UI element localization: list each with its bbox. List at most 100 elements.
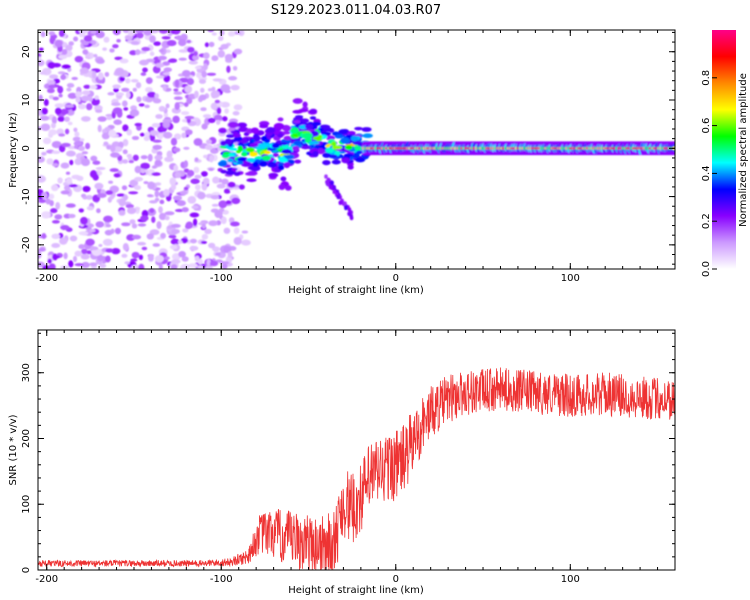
- spectrogram-cell: [47, 79, 56, 86]
- spectrogram-cell: [214, 99, 221, 104]
- spectrogram-cell: [164, 156, 174, 163]
- spectrogram-cell: [48, 84, 56, 89]
- spectrogram-cell: [316, 134, 323, 140]
- spectrogram-cell: [209, 154, 214, 163]
- spectrogram-cell: [183, 160, 189, 168]
- spectrogram-cell: [209, 260, 219, 267]
- spectrogram-cell: [154, 159, 162, 166]
- spectrogram-cell: [85, 227, 92, 231]
- spectrogram-cell: [102, 47, 107, 51]
- spectrogram-cell: [78, 30, 88, 35]
- spectrogram-cell: [197, 258, 203, 265]
- spectrogram-cell: [208, 220, 218, 227]
- spectrogram-cell: [237, 126, 249, 133]
- spectrogram-cell: [158, 206, 163, 214]
- spectrogram-cell: [211, 55, 219, 62]
- spectrogram-cell: [197, 191, 206, 200]
- spectrogram-cell: [220, 84, 231, 93]
- spectrogram-cell: [104, 71, 110, 77]
- spectrogram-cell: [201, 171, 208, 177]
- spectrogram-cell: [149, 208, 155, 214]
- spectrogram-cell: [72, 136, 81, 142]
- spectrogram-cell: [114, 56, 123, 61]
- spectrogram-cell: [236, 157, 247, 162]
- spectrogram-cell: [323, 127, 333, 132]
- spectrogram-cell: [81, 262, 90, 269]
- spectrogram-cell: [51, 219, 60, 224]
- spectrogram-cell: [103, 36, 110, 43]
- spectrogram-cell: [106, 144, 112, 150]
- spectrogram-cell: [200, 87, 205, 93]
- spectrogram-cell: [192, 218, 198, 227]
- spectrogram-cell: [73, 141, 83, 146]
- spectrogram-cell: [206, 258, 211, 267]
- spectrogram-cell: [309, 116, 317, 120]
- spectrogram-cell: [122, 138, 129, 147]
- spectrogram-cell: [194, 90, 199, 99]
- spectrogram-cell: [352, 152, 360, 159]
- spectrogram-cell: [212, 78, 223, 82]
- spectrogram-cell: [113, 119, 123, 125]
- spectrogram-cell: [118, 210, 126, 216]
- spectrogram-cell: [341, 157, 351, 164]
- spectrogram-cell: [298, 108, 309, 113]
- spectrogram-cell: [173, 96, 183, 101]
- spectrogram-cell: [51, 242, 61, 249]
- spectrogram-cell: [133, 176, 144, 182]
- spectrogram-cell: [226, 134, 235, 138]
- spectrogram-cell: [181, 207, 189, 213]
- spectrogram-cell: [178, 49, 189, 53]
- spectrogram-cell: [318, 148, 324, 154]
- spectrogram-cell: [249, 143, 259, 148]
- spectrogram-cell: [147, 91, 156, 98]
- spectrogram-cell: [144, 131, 150, 137]
- spectrogram-cell: [237, 160, 244, 165]
- spectrogram-cell: [216, 183, 226, 189]
- spectrogram-cell: [57, 71, 66, 75]
- spectrogram-cell: [184, 115, 195, 120]
- spectrogram-cell: [43, 99, 49, 106]
- spectrogram-cell: [208, 242, 216, 249]
- spectrogram-cell: [101, 132, 110, 140]
- spectrogram-cell: [58, 133, 66, 137]
- spectrogram-cell: [41, 107, 48, 115]
- spectrogram-cell: [325, 147, 334, 154]
- spectrogram-cell: [188, 263, 198, 268]
- spectrogram-cell: [49, 264, 55, 269]
- spectrogram-cell: [39, 71, 47, 75]
- spectrogram-cell: [151, 165, 157, 169]
- spectrogram-cell: [77, 103, 87, 110]
- spectrogram-cell: [82, 49, 89, 55]
- spectrogram-cell: [94, 182, 104, 190]
- spectrogram-cell: [174, 171, 182, 179]
- spectrogram-cell: [131, 234, 142, 240]
- spectrogram-cell: [171, 228, 180, 234]
- spectrogram-cell: [54, 39, 63, 48]
- spectrogram-cell: [112, 107, 123, 115]
- spectrogram-cell: [158, 212, 167, 221]
- spectrogram-cell: [284, 154, 295, 160]
- spectrogram-cell: [281, 148, 292, 155]
- spectrogram-cell: [194, 157, 199, 162]
- spectrogram-cell: [304, 138, 312, 143]
- spectrogram-cell: [354, 126, 363, 131]
- spectrogram-cell: [83, 35, 93, 42]
- spectrogram-cell: [343, 201, 347, 206]
- spectrogram-cell: [300, 145, 311, 150]
- spectrogram-cell: [78, 231, 89, 236]
- spectrogram-cell: [292, 145, 300, 152]
- spectrogram-cell: [163, 67, 173, 73]
- spectrogram-cell: [143, 135, 150, 141]
- spectrogram-cell: [65, 203, 76, 208]
- spectrogram-cell: [90, 246, 99, 251]
- spectrogram-cell: [210, 90, 221, 99]
- spectrogram-cell: [278, 183, 286, 191]
- spectrogram-cell: [347, 207, 352, 212]
- spectrogram-cell: [184, 85, 193, 93]
- spectrogram-cell: [334, 134, 344, 139]
- spectrogram-cell: [162, 61, 171, 66]
- spectrogram-cell: [45, 198, 51, 205]
- spectrogram-cell: [50, 208, 58, 214]
- spectrogram-cell: [74, 263, 84, 267]
- spectrogram-cell: [134, 122, 142, 127]
